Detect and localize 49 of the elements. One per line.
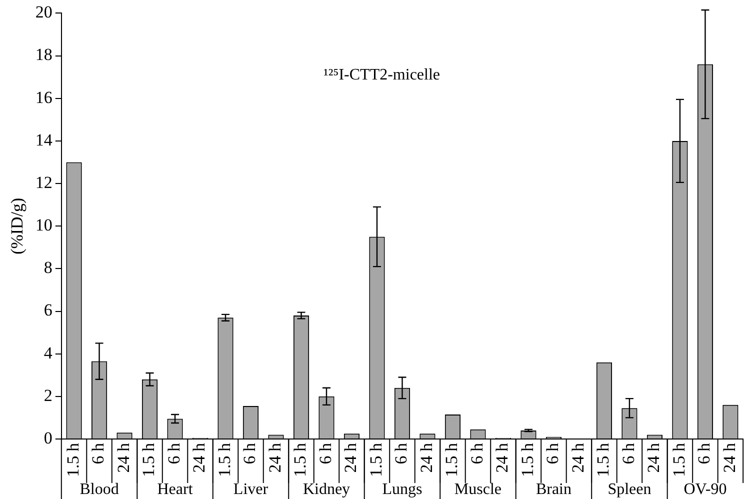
x-tick-label: 1.5 h xyxy=(63,442,82,477)
y-tick-label: 12 xyxy=(35,172,52,192)
x-tick-label: 24 h xyxy=(644,442,664,473)
annotation: ¹²⁵I-CTT2-micelle xyxy=(324,66,440,84)
text: Lungs xyxy=(382,481,422,498)
x-tick-label: 24 h xyxy=(190,442,209,473)
x-tick-label: 6 h xyxy=(694,442,714,464)
x-tick-label: 1.5 h xyxy=(366,442,386,477)
x-tick-label: 24 h xyxy=(568,442,588,473)
y-tick-label: 0 xyxy=(44,428,52,448)
x-tick-label: 24 h xyxy=(341,442,360,473)
text: Kidney xyxy=(302,481,350,498)
x-tick-label: 1.5 h xyxy=(290,442,310,477)
y-tick-label: 20 xyxy=(35,2,52,22)
x-tick-label: 1.5 h xyxy=(518,442,537,477)
text: Heart xyxy=(157,481,194,498)
text: Blood xyxy=(80,481,119,498)
x-tick-label: 24 h xyxy=(265,442,284,473)
x-tick-label: 1.5 h xyxy=(669,442,688,477)
x-tick-label: 24 h xyxy=(416,442,436,473)
x-tick-label: 6 h xyxy=(618,442,638,464)
x-tick-label: 1.5 h xyxy=(594,442,613,477)
x-tick-label: 6 h xyxy=(88,442,108,464)
y-tick-label: 4 xyxy=(44,343,53,362)
x-tick-label: 6 h xyxy=(316,442,335,464)
x-tick-label: 6 h xyxy=(467,442,486,464)
text: Spleen xyxy=(608,481,652,498)
x-tick-label: 24 h xyxy=(720,442,739,473)
y-tick-label: 10 xyxy=(35,216,52,235)
y-axis-title: (%ID/g) xyxy=(8,198,27,254)
x-tick-label: 24 h xyxy=(114,442,133,473)
x-tick-label: 24 h xyxy=(492,442,512,473)
x-tick-label: 1.5 h xyxy=(139,442,158,477)
y-tick-label: 2 xyxy=(44,386,52,405)
x-tick-label: 1.5 h xyxy=(442,442,462,477)
y-tick-label: 16 xyxy=(35,88,52,107)
text: Brain xyxy=(536,481,572,498)
y-tick-label: 14 xyxy=(35,130,53,150)
x-tick-label: 6 h xyxy=(240,442,260,464)
x-tick-label: 6 h xyxy=(164,442,184,464)
y-tick-label: 6 xyxy=(44,300,52,320)
x-tick-label: 6 h xyxy=(543,442,562,464)
y-tick-label: 8 xyxy=(44,258,52,278)
y-tick-label: 18 xyxy=(35,45,52,64)
x-tick-label: 1.5 h xyxy=(214,442,234,477)
text: OV-90 xyxy=(684,481,727,498)
x-tick-label: 6 h xyxy=(392,442,411,464)
text: Liver xyxy=(233,481,269,498)
text: Muscle xyxy=(454,481,502,498)
